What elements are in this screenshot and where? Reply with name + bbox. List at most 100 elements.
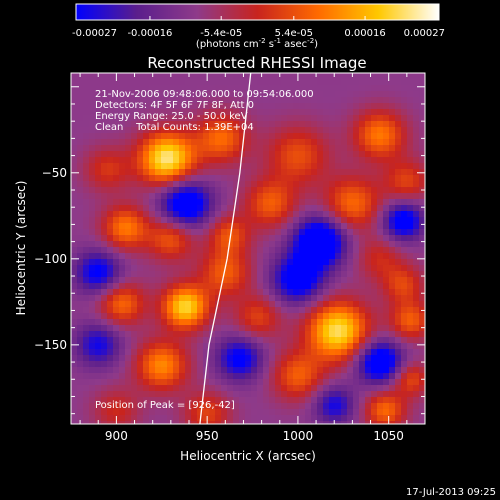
heatmap-cell [149,97,155,103]
heatmap-cell [83,391,89,397]
heatmap-cell [311,157,317,163]
heatmap-cell [83,397,89,403]
heatmap-cell [293,313,299,319]
heatmap-cell [203,157,209,163]
heatmap-cell [167,73,173,79]
heatmap-cell [335,373,341,379]
heatmap-cell [359,277,365,283]
heatmap-cell [83,271,89,277]
heatmap-cell [209,403,215,409]
heatmap-cell [203,103,209,109]
heatmap-cell [407,127,413,133]
heatmap-cell [155,283,161,289]
heatmap-cell [347,367,353,373]
heatmap-cell [107,79,113,85]
heatmap-cell [209,163,215,169]
heatmap-cell [203,139,209,145]
heatmap-cell [89,115,95,121]
heatmap-cell [269,103,275,109]
heatmap-cell [281,163,287,169]
heatmap-cell [215,193,221,199]
heatmap-cell [365,247,371,253]
heatmap-cell [299,73,305,79]
heatmap-cell [143,157,149,163]
heatmap-cell [311,181,317,187]
heatmap-cell [215,331,221,337]
heatmap-cell [287,307,293,313]
heatmap-cell [191,289,197,295]
heatmap-cell [281,277,287,283]
heatmap-cell [311,307,317,313]
heatmap-cell [215,103,221,109]
heatmap-cell [269,265,275,271]
heatmap-cell [71,361,77,367]
heatmap-cell [77,205,83,211]
heatmap-cell [107,115,113,121]
heatmap-cell [209,139,215,145]
heatmap-cell [209,133,215,139]
heatmap-cell [227,343,233,349]
heatmap-cell [251,85,257,91]
heatmap-cell [221,181,227,187]
heatmap-cell [77,187,83,193]
heatmap-cell [401,157,407,163]
heatmap-cell [107,361,113,367]
annotation-energy-range: Energy Range: 25.0 - 50.0 keV [95,111,248,122]
heatmap-cell [407,175,413,181]
heatmap-cell [215,139,221,145]
heatmap-cell [137,307,143,313]
heatmap-cell [89,361,95,367]
heatmap-cell [95,199,101,205]
heatmap-cell [251,91,257,97]
heatmap-cell [155,175,161,181]
heatmap-cell [203,421,209,424]
heatmap-cell [257,103,263,109]
heatmap-cell [281,403,287,409]
heatmap-cell [179,361,185,367]
heatmap-cell [113,169,119,175]
heatmap-cell [287,271,293,277]
heatmap-cell [353,79,359,85]
heatmap-cell [275,415,281,421]
heatmap-cell [191,163,197,169]
heatmap-cell [167,397,173,403]
heatmap-cell [257,295,263,301]
heatmap-cell [401,385,407,391]
heatmap-cell [389,385,395,391]
heatmap-cell [389,109,395,115]
heatmap-cell [269,355,275,361]
heatmap-cell [287,91,293,97]
colorbar-tick-label: -5.4e-05 [200,28,242,39]
heatmap-cell [149,115,155,121]
heatmap-cell [155,79,161,85]
heatmap-cell [419,337,425,343]
heatmap-cell [371,325,377,331]
heatmap-cell [353,397,359,403]
heatmap-cell [233,271,239,277]
heatmap-cell [263,145,269,151]
heatmap-cell [395,421,401,424]
heatmap-cell [155,241,161,247]
heatmap-cell [89,253,95,259]
heatmap-cell [209,91,215,97]
heatmap-cell [341,355,347,361]
heatmap-cell [281,397,287,403]
heatmap-cell [209,271,215,277]
heatmap-cell [173,421,179,424]
heatmap-cell [245,331,251,337]
heatmap-cell [407,223,413,229]
heatmap-cell [377,289,383,295]
heatmap-cell [239,163,245,169]
heatmap-cell [167,307,173,313]
heatmap-cell [167,319,173,325]
heatmap-cell [305,247,311,253]
heatmap-cell [371,391,377,397]
heatmap-cell [71,349,77,355]
heatmap-cell [251,157,257,163]
heatmap-cell [389,133,395,139]
heatmap-cell [401,409,407,415]
heatmap-cell [251,397,257,403]
heatmap-cell [239,241,245,247]
heatmap-cell [353,271,359,277]
heatmap-cell [275,271,281,277]
